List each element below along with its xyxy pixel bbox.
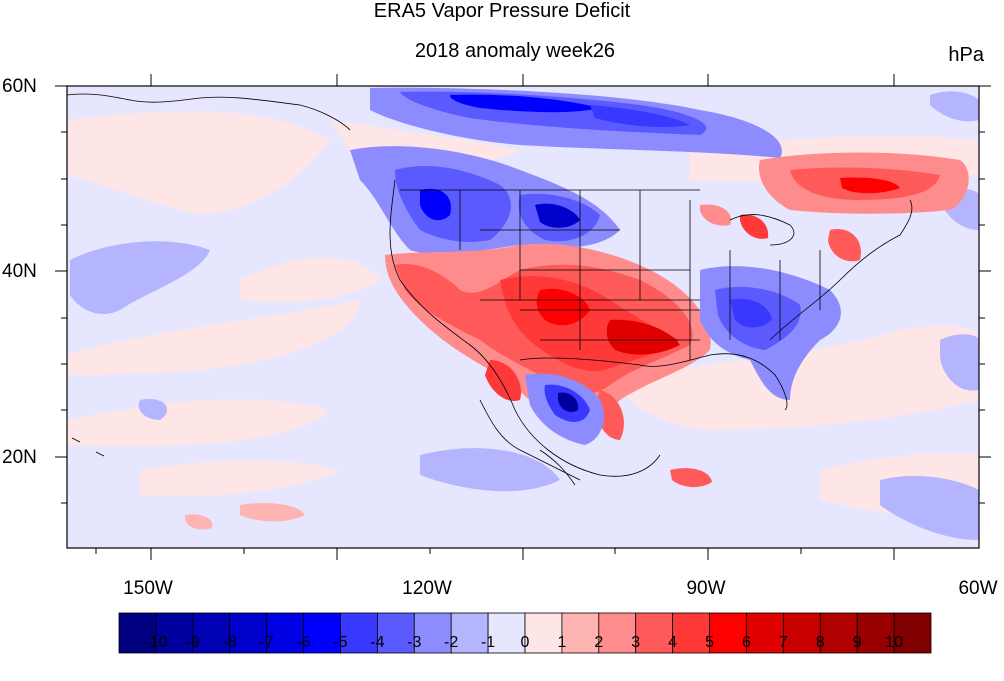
colorbar-tick-label: -6: [296, 634, 311, 651]
lat-label-60n: 60N: [2, 76, 37, 97]
gulf-positive-patches: [185, 468, 712, 530]
colorbar-box: [192, 612, 231, 654]
colorbar-box: [155, 612, 194, 654]
colorbar-box: [635, 612, 674, 654]
colorbar-tick-label: -4: [370, 634, 385, 651]
colorbar-tick-label: -1: [480, 634, 496, 651]
map-title: ERA5 Vapor Pressure Deficit: [373, 0, 631, 22]
colorbar-tick-label: 3: [631, 634, 641, 651]
axis-ticks: [55, 74, 991, 560]
colorbar-box: [561, 612, 600, 654]
colorbar-tick-label: -10: [144, 634, 168, 651]
lon-label-120w: 120W: [402, 578, 452, 599]
colorbar-tick-label: -8: [222, 634, 237, 651]
colorbar-tick-label: 4: [668, 634, 678, 651]
mexico-negative-region: [525, 373, 605, 445]
colorbar-tick-label: 5: [705, 634, 714, 651]
northeast-positive-region: [700, 152, 969, 262]
colorbar-box: [524, 612, 563, 654]
colorbar-tick-label: 10: [885, 634, 903, 651]
colorbar-box: [229, 612, 268, 654]
colorbar-box: [746, 612, 784, 654]
lat-label-40n: 40N: [2, 261, 37, 282]
lon-label-90w: 90W: [686, 578, 726, 599]
units-label: hPa: [948, 44, 984, 66]
pacific-positive-field: [67, 111, 979, 520]
colorbar-box: [266, 612, 304, 654]
colorbar-box: [672, 612, 710, 654]
colorbar-tick-label: -2: [444, 634, 459, 651]
colorbar-box: [118, 612, 157, 654]
colorbar-tick-label: 8: [815, 634, 825, 651]
lat-label-20n: 20N: [2, 447, 37, 468]
colorbar-box: [893, 612, 932, 654]
canada-negative-band: [370, 87, 782, 158]
coastlines: [67, 93, 913, 486]
lon-label-150w: 150W: [123, 578, 173, 599]
map-subtitle: 2018 anomaly week26: [414, 40, 616, 62]
colorbar-tick-label: -9: [185, 634, 200, 651]
colorbar-box: [376, 612, 415, 654]
colorbar-tick-label: 7: [778, 634, 788, 651]
colorbar-tick-label: 2: [594, 634, 604, 651]
colorbar-box: [709, 612, 747, 654]
colorbar-box: [598, 612, 637, 654]
colorbar-box: [782, 612, 821, 654]
eastern-negative-region: [700, 266, 841, 400]
colorbar-box: [303, 612, 341, 654]
colorbar-tick-label: 1: [557, 634, 567, 651]
lon-label-60w: 60W: [958, 578, 998, 599]
pacific-negative-patches: [70, 91, 979, 540]
colorbar-tick-label: 9: [852, 634, 862, 651]
colorbar-tick-label: -7: [259, 634, 274, 651]
northwest-negative-region: [350, 146, 620, 255]
colorbar-tick-label: 6: [742, 634, 751, 651]
colorbar-tick-label: -5: [333, 634, 348, 651]
central-positive-region: [385, 243, 711, 440]
colorbar-tick-label: -3: [407, 634, 422, 651]
colorbar-box: [819, 612, 858, 654]
colorbar-tick-label: 0: [520, 634, 530, 651]
